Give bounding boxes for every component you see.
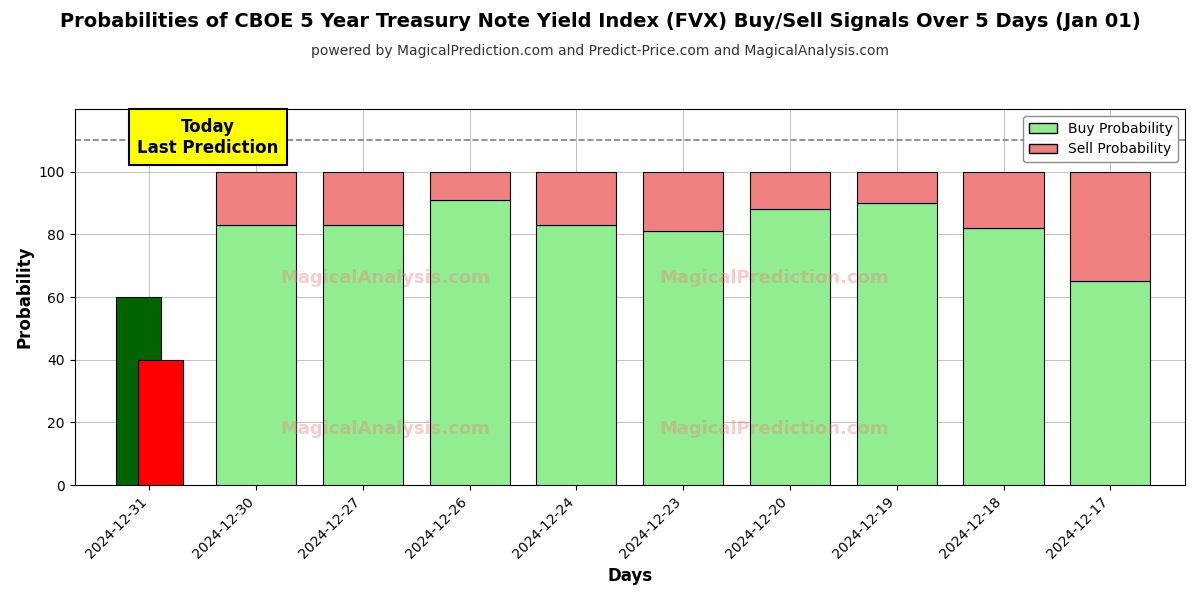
Bar xyxy=(857,203,937,485)
Bar xyxy=(750,172,830,209)
Bar xyxy=(138,360,184,485)
Bar xyxy=(216,172,296,225)
Bar xyxy=(750,209,830,485)
Bar xyxy=(964,172,1044,228)
Text: Probabilities of CBOE 5 Year Treasury Note Yield Index (FVX) Buy/Sell Signals Ov: Probabilities of CBOE 5 Year Treasury No… xyxy=(60,12,1140,31)
Bar xyxy=(430,200,510,485)
Bar xyxy=(857,172,937,203)
Text: MagicalPrediction.com: MagicalPrediction.com xyxy=(660,420,889,438)
Bar xyxy=(964,228,1044,485)
Bar xyxy=(216,225,296,485)
Bar xyxy=(1070,172,1151,281)
Bar xyxy=(536,225,617,485)
X-axis label: Days: Days xyxy=(607,567,653,585)
Legend: Buy Probability, Sell Probability: Buy Probability, Sell Probability xyxy=(1024,116,1178,162)
Bar xyxy=(1070,281,1151,485)
Text: Today
Last Prediction: Today Last Prediction xyxy=(138,118,278,157)
Text: MagicalAnalysis.com: MagicalAnalysis.com xyxy=(281,420,491,438)
Bar xyxy=(536,172,617,225)
Bar xyxy=(115,297,161,485)
Bar xyxy=(643,231,724,485)
Bar xyxy=(323,225,403,485)
Bar xyxy=(643,172,724,231)
Text: powered by MagicalPrediction.com and Predict-Price.com and MagicalAnalysis.com: powered by MagicalPrediction.com and Pre… xyxy=(311,44,889,58)
Y-axis label: Probability: Probability xyxy=(16,246,34,349)
Bar xyxy=(323,172,403,225)
Text: MagicalPrediction.com: MagicalPrediction.com xyxy=(660,269,889,287)
Text: MagicalAnalysis.com: MagicalAnalysis.com xyxy=(281,269,491,287)
Bar xyxy=(430,172,510,200)
